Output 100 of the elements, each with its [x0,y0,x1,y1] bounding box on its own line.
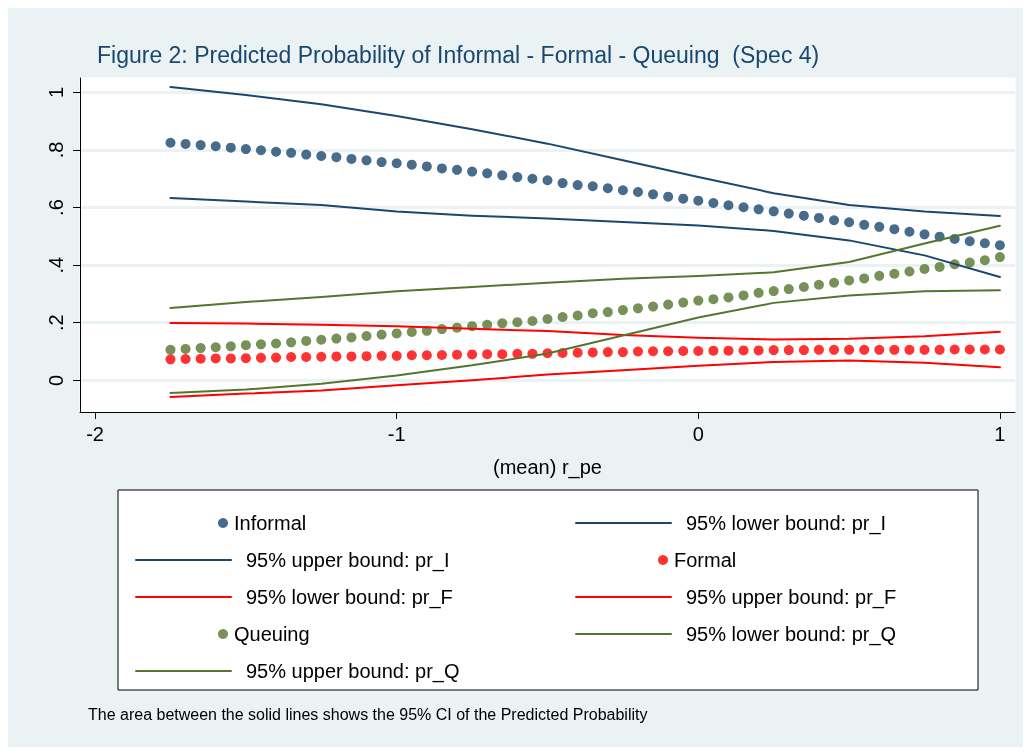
point [663,191,674,202]
point [361,155,372,166]
point [874,344,885,355]
point [240,340,251,351]
point [919,263,930,274]
line-series [169,359,1001,399]
point [346,351,357,362]
line-series [169,197,1001,278]
point [693,195,704,206]
point [406,350,417,361]
x-tick-label: -1 [387,423,406,445]
line-series [169,289,1001,394]
point [572,310,583,321]
point [421,161,432,172]
x-tick-label: -2 [86,423,104,445]
y-tick-label: .6 [45,199,67,216]
point [783,345,794,356]
point [979,344,990,355]
point [482,349,493,360]
point [904,226,915,237]
point [587,308,598,319]
point [708,294,719,305]
point [286,147,297,158]
point [391,328,402,339]
point [708,345,719,356]
point [286,352,297,362]
point [255,339,266,350]
point [210,353,221,364]
point [693,345,704,356]
point [542,175,553,186]
point [904,266,915,277]
point [210,342,221,353]
point [648,301,659,312]
point [859,219,870,230]
y-tick-label: .8 [45,141,67,159]
point [632,346,643,357]
chart-title: Figure 2: Predicted Probability of Informal - Formal - Queuing (Spec 4) [97,41,820,68]
point [376,350,387,361]
point [572,347,583,358]
point [919,229,930,240]
point [165,137,176,148]
point [663,346,674,357]
point [497,170,508,181]
point [768,345,779,356]
point [361,351,372,362]
point [195,140,206,151]
point [436,349,447,360]
point [829,215,840,226]
point [768,286,779,297]
point [617,305,628,316]
line-series [169,322,1001,341]
point [240,144,251,155]
point [678,297,689,308]
point [210,141,221,152]
point [467,166,478,177]
point [964,236,975,247]
point [994,344,1005,355]
point [979,238,990,249]
text: The area between the solid lines shows the 95% CI of the Predicted Probability [88,705,648,723]
point [798,345,809,356]
point [904,344,915,355]
legend-label: 95% upper bound: pr_I [246,549,450,572]
point [934,261,945,272]
point [391,350,402,361]
point [753,287,764,298]
point [753,345,764,356]
point [723,292,734,303]
point [783,284,794,295]
point [421,350,432,361]
point [452,164,463,175]
point [557,178,568,189]
point [874,270,885,281]
point [602,307,613,318]
point [813,212,824,223]
point [527,316,538,327]
point [602,183,613,194]
point [271,146,282,157]
point [195,353,206,364]
line-series [169,85,1001,217]
point [738,202,749,213]
point [889,268,900,279]
point [286,337,297,348]
point [557,311,568,322]
y-tick-label: .4 [45,256,67,274]
legend-label: Informal [234,512,307,534]
point [602,347,613,358]
point [648,346,659,357]
point [255,352,266,363]
point [467,349,478,360]
point [482,168,493,179]
point [859,344,870,355]
point [316,351,327,362]
point [316,151,327,162]
point [919,344,930,355]
point [527,173,538,184]
point [587,181,598,192]
point [723,345,734,356]
point [844,217,855,228]
legend-label: 95% lower bound: pr_F [246,586,453,609]
point [949,344,960,355]
